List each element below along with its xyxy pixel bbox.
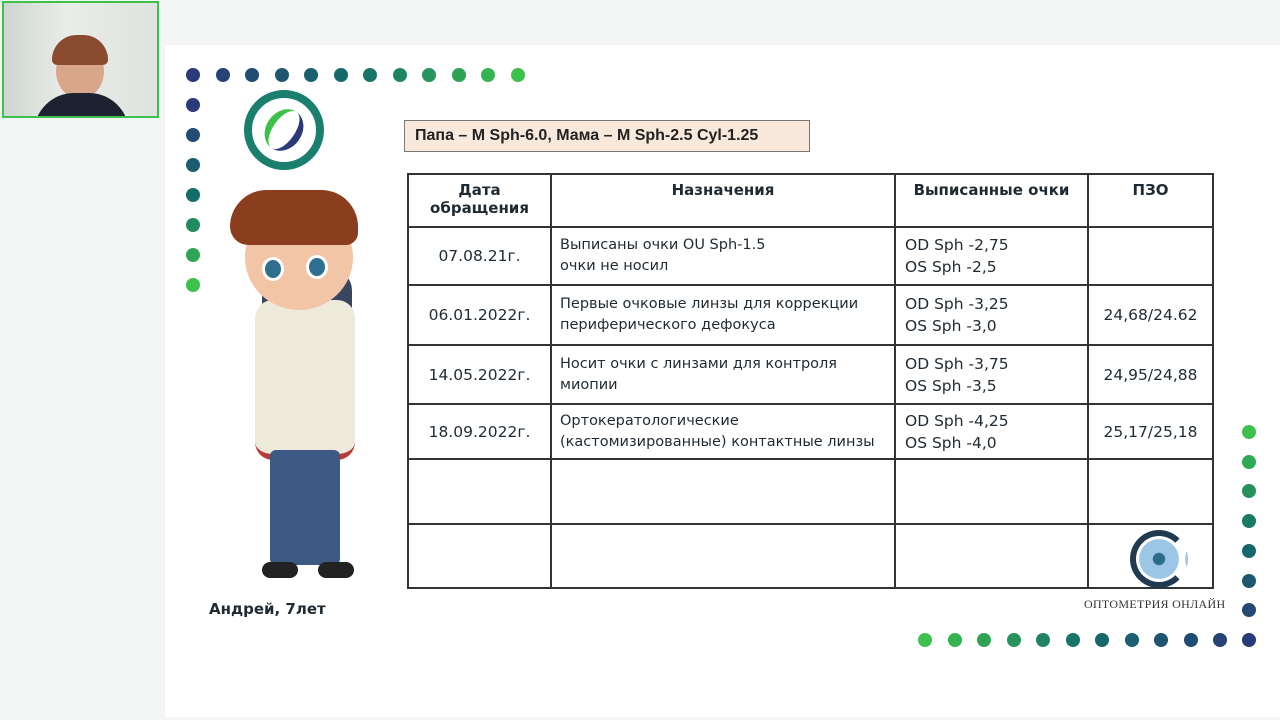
table-row: 18.09.2022г. Ортокератологические (кастом… bbox=[407, 403, 1214, 460]
visit-date: 07.08.21г. bbox=[407, 226, 552, 286]
decorative-dot bbox=[274, 68, 289, 82]
header-glasses: Выписанные очки bbox=[894, 173, 1089, 228]
os-value: OS Sph -3,0 bbox=[905, 317, 997, 335]
prescription-line: (кастомизированные) контактные линзы bbox=[560, 433, 875, 450]
decorative-dot bbox=[1242, 454, 1256, 469]
prescription: Носит очки с линзами для контроля миопии bbox=[550, 344, 896, 405]
table-header-row: Дата обращения Назначения Выписанные очк… bbox=[407, 173, 1214, 228]
table-row: 07.08.21г. Выписаны очки OU Sph-1.5 очки … bbox=[407, 226, 1214, 286]
decorative-dot bbox=[186, 278, 200, 292]
decorative-dot bbox=[977, 633, 991, 647]
prescription-line: Носит очки с линзами для контроля bbox=[560, 355, 838, 372]
header-prescriptions: Назначения bbox=[550, 173, 896, 228]
webcam-video bbox=[2, 1, 159, 118]
os-value: OS Sph -2,5 bbox=[905, 258, 997, 276]
glasses: OD Sph -4,25 OS Sph -4,0 bbox=[894, 403, 1089, 460]
decorative-dot bbox=[1124, 633, 1139, 647]
decorative-dot bbox=[1242, 543, 1256, 558]
decorative-dot bbox=[947, 633, 962, 647]
prescription-line: очки не носил bbox=[560, 258, 669, 274]
parents-info-banner: Папа – M Sph-6.0, Мама – M Sph-2.5 Cyl-1… bbox=[404, 120, 810, 152]
decorative-dot bbox=[392, 68, 407, 82]
decorative-dot bbox=[186, 98, 200, 112]
table-row: 06.01.2022г. Первые очковые линзы для ко… bbox=[407, 284, 1214, 346]
brand-name: ОПТОМЕТРИЯ ОНЛАЙН bbox=[1084, 597, 1226, 611]
decorative-dot bbox=[1242, 514, 1256, 529]
prescription-line: Ортокератологические bbox=[560, 412, 739, 429]
table-row: 14.05.2022г. Носит очки с линзами для ко… bbox=[407, 344, 1214, 405]
prescription: Выписаны очки OU Sph-1.5 очки не носил bbox=[550, 226, 896, 286]
decorative-dot bbox=[333, 68, 348, 82]
od-value: OD Sph -2,75 bbox=[905, 236, 1009, 254]
decorative-dot bbox=[1242, 573, 1256, 588]
glasses: OD Sph -3,75 OS Sph -3,5 bbox=[894, 344, 1089, 405]
presenter-hair bbox=[52, 35, 108, 65]
od-value: OD Sph -3,25 bbox=[905, 295, 1009, 313]
decorative-dot bbox=[1065, 633, 1080, 647]
decorative-dot bbox=[451, 68, 466, 82]
decorative-dot bbox=[186, 128, 200, 142]
decorative-dot bbox=[186, 218, 200, 232]
decorative-dot bbox=[186, 248, 200, 262]
table-row-empty bbox=[407, 458, 1214, 525]
decorative-dot bbox=[186, 188, 200, 202]
prescription-line: миопии bbox=[560, 376, 618, 393]
decorative-dot bbox=[918, 633, 932, 647]
prescription-line: Выписаны очки OU Sph-1.5 bbox=[560, 237, 766, 253]
decorative-dot bbox=[186, 68, 200, 82]
axial-length: 25,17/25,18 bbox=[1087, 403, 1214, 460]
presenter-body bbox=[34, 93, 129, 116]
decorative-dot bbox=[1213, 633, 1227, 647]
glasses: OD Sph -2,75 OS Sph -2,5 bbox=[894, 226, 1089, 286]
decorative-dot bbox=[1006, 633, 1021, 647]
logo-icon bbox=[244, 90, 324, 170]
decorative-dot bbox=[422, 68, 436, 82]
axial-length bbox=[1087, 226, 1214, 286]
od-value: OD Sph -3,75 bbox=[905, 354, 1009, 373]
os-value: OS Sph -4,0 bbox=[905, 433, 997, 452]
patient-name: Андрей, 7лет bbox=[209, 600, 326, 618]
axial-length: 24,68/24.62 bbox=[1087, 284, 1214, 346]
visit-date: 14.05.2022г. bbox=[407, 344, 552, 405]
header-axial-length: ПЗО bbox=[1087, 173, 1214, 228]
decorative-dot bbox=[1036, 633, 1050, 647]
header-date: Дата обращения bbox=[407, 173, 552, 228]
visit-date: 06.01.2022г. bbox=[407, 284, 552, 346]
prescription-line: периферического дефокуса bbox=[560, 317, 776, 333]
decorative-dot bbox=[1242, 603, 1256, 618]
visits-table: Дата обращения Назначения Выписанные очк… bbox=[407, 173, 1214, 589]
decorative-dot bbox=[510, 68, 525, 82]
decorative-dot bbox=[215, 68, 230, 82]
decorative-dot bbox=[1183, 633, 1198, 647]
visit-date: 18.09.2022г. bbox=[407, 403, 552, 460]
decorative-dot bbox=[1095, 633, 1109, 647]
glasses: OD Sph -3,25 OS Sph -3,0 bbox=[894, 284, 1089, 346]
prescription: Ортокератологические (кастомизированные) … bbox=[550, 403, 896, 460]
decorative-dot bbox=[304, 68, 318, 82]
decorative-dot bbox=[1242, 425, 1256, 439]
decorative-dot bbox=[186, 158, 200, 172]
decorative-dot bbox=[1154, 633, 1168, 647]
decorative-dot bbox=[245, 68, 259, 82]
decorative-dot bbox=[363, 68, 377, 82]
os-value: OS Sph -3,5 bbox=[905, 376, 997, 395]
od-value: OD Sph -4,25 bbox=[905, 411, 1009, 430]
prescription-line: Первые очковые линзы для коррекции bbox=[560, 296, 859, 312]
decorative-dot bbox=[481, 68, 495, 82]
prescription: Первые очковые линзы для коррекции перифе… bbox=[550, 284, 896, 346]
axial-length: 24,95/24,88 bbox=[1087, 344, 1214, 405]
brand-logo-icon bbox=[1130, 530, 1188, 588]
decorative-dot bbox=[1242, 484, 1256, 499]
decorative-dot bbox=[1242, 632, 1256, 647]
table-row-empty bbox=[407, 523, 1214, 589]
